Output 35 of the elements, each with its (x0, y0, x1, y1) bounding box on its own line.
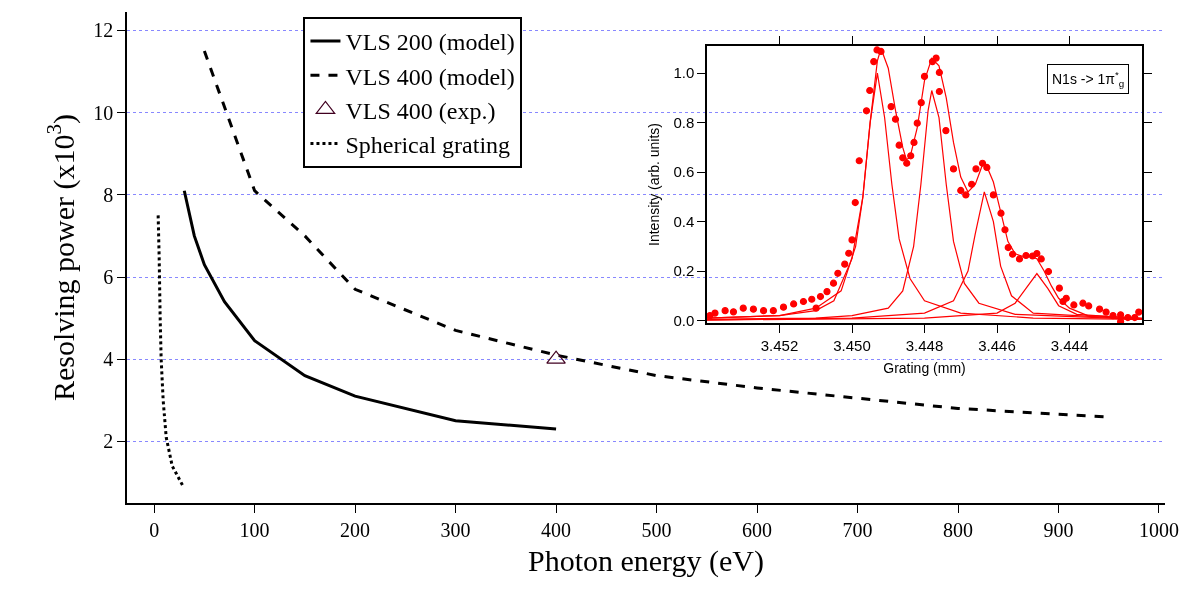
x-axis-title: Grating (mm) (883, 359, 966, 376)
x-tick-label: 3.444 (1050, 336, 1089, 354)
x-tick-label: 3.452 (760, 336, 799, 354)
x-tick-label: 3.446 (978, 336, 1016, 354)
y-tick-label: 0.0 (673, 311, 695, 329)
y-tick-label: 10 (93, 101, 114, 124)
legend-label: Spherical grating (345, 131, 511, 158)
x-tick-label: 400 (541, 518, 572, 541)
y-tick-label: 0.2 (673, 262, 695, 280)
x-tick-label: 900 (1043, 518, 1074, 541)
x-axis-title: Photon energy (eV) (527, 543, 765, 578)
x-tick-label: 1000 (1138, 518, 1179, 541)
x-tick-label: 100 (239, 518, 270, 541)
y-tick-label: 12 (93, 19, 114, 42)
y-tick-label: 0.4 (673, 212, 695, 230)
y-tick-label: 2 (103, 430, 114, 453)
x-tick-label: 800 (943, 518, 973, 541)
y-tick-label: 0.6 (673, 163, 695, 181)
y-tick-label: 8 (103, 183, 114, 206)
y-tick-label: 6 (103, 266, 114, 289)
x-tick-label: 200 (340, 518, 371, 541)
legend-label: VLS 400 (model) (345, 63, 515, 90)
x-tick-label: 3.450 (833, 336, 871, 354)
y-tick-label: 0.8 (673, 113, 695, 131)
y-tick-label: 1.0 (673, 64, 695, 82)
legend-label: VLS 200 (model) (345, 29, 515, 56)
x-tick-label: 700 (842, 518, 873, 541)
x-tick-label: 500 (641, 518, 672, 541)
y-tick-label: 4 (103, 348, 114, 371)
y-axis-title: Intensity (arb. units) (646, 123, 663, 246)
x-tick-label: 3.448 (905, 336, 944, 354)
x-tick-label: 600 (742, 518, 773, 541)
legend-label: VLS 400 (exp.) (345, 97, 496, 124)
x-tick-label: 300 (440, 518, 471, 541)
x-tick-label: 0 (149, 518, 160, 541)
